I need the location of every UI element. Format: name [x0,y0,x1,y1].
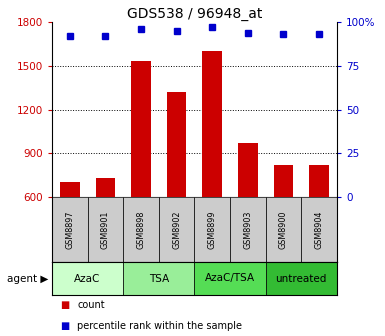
Bar [131,61,151,197]
Text: GSM8897: GSM8897 [65,210,74,249]
Bar [266,262,337,295]
Text: count: count [77,300,105,310]
Text: GSM8899: GSM8899 [208,210,217,249]
Bar [194,197,230,262]
Bar [194,262,266,295]
Title: GDS538 / 96948_at: GDS538 / 96948_at [127,7,262,21]
Text: GSM8900: GSM8900 [279,210,288,249]
Text: GSM8902: GSM8902 [172,210,181,249]
Bar [274,165,293,197]
Bar [266,197,301,262]
Bar [123,197,159,262]
Bar [123,262,194,295]
Text: ■: ■ [60,300,69,310]
Text: GSM8904: GSM8904 [315,210,323,249]
Bar [52,197,88,262]
Text: TSA: TSA [149,274,169,284]
Text: ■: ■ [60,321,69,331]
Bar [238,143,258,197]
Text: AzaC: AzaC [74,274,101,284]
Bar [52,262,123,295]
Bar [88,197,123,262]
Text: percentile rank within the sample: percentile rank within the sample [77,321,242,331]
Text: GSM8903: GSM8903 [243,210,252,249]
Text: untreated: untreated [276,274,327,284]
Bar [159,197,194,262]
Bar [309,165,329,197]
Bar [95,178,115,197]
Text: GSM8898: GSM8898 [137,210,146,249]
Text: AzaC/TSA: AzaC/TSA [205,274,255,284]
Text: agent ▶: agent ▶ [7,274,48,284]
Bar [167,92,186,197]
Text: GSM8901: GSM8901 [101,210,110,249]
Bar [230,197,266,262]
Bar [203,51,222,197]
Bar [301,197,337,262]
Bar [60,182,80,197]
